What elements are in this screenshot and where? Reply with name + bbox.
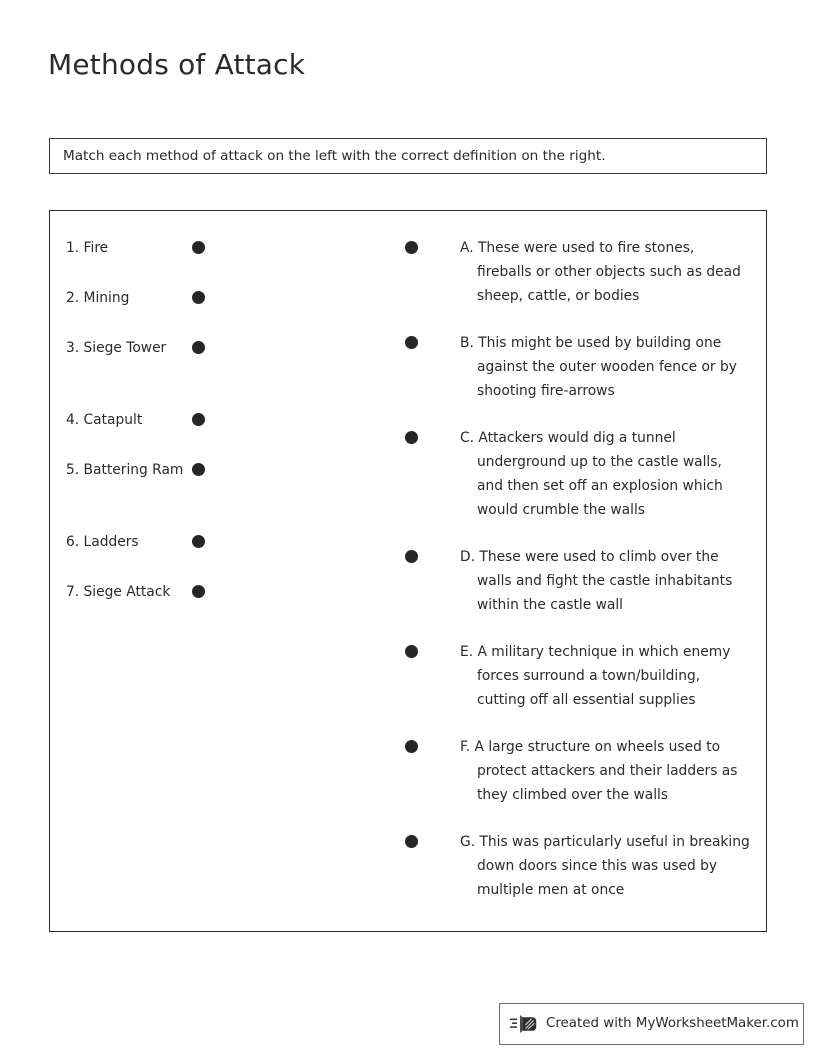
right-item-g-text: G. This was particularly useful in break… [460,834,750,898]
right-item-b[interactable]: B. This might be used by building one ag… [405,331,750,403]
left-item-6[interactable]: 6. Ladders [66,530,266,580]
right-item-c-match-dot[interactable] [405,431,418,444]
left-item-7-match-dot[interactable] [192,585,205,598]
left-item-4-label: 4. Catapult [66,412,143,428]
left-item-3[interactable]: 3. Siege Tower [66,336,266,408]
right-item-e-match-dot[interactable] [405,645,418,658]
instruction-text: Match each method of attack on the left … [63,147,606,164]
right-item-g[interactable]: G. This was particularly useful in break… [405,830,750,902]
footer-credit-text: Created with MyWorksheetMaker.com [546,1015,799,1031]
right-item-f-match-dot[interactable] [405,740,418,753]
instruction-box: Match each method of attack on the left … [49,138,767,174]
right-item-a-match-dot[interactable] [405,241,418,254]
footer-credit-badge[interactable]: Created with MyWorksheetMaker.com [499,1003,804,1045]
right-item-b-match-dot[interactable] [405,336,418,349]
right-item-d-match-dot[interactable] [405,550,418,563]
left-item-5-match-dot[interactable] [192,463,205,476]
left-item-1[interactable]: 1. Fire [66,236,266,286]
right-item-d[interactable]: D. These were used to climb over the wal… [405,545,750,617]
right-item-e[interactable]: E. A military technique in which enemy f… [405,640,750,712]
left-item-6-label: 6. Ladders [66,534,139,550]
left-item-6-match-dot[interactable] [192,535,205,548]
right-item-c-text: C. Attackers would dig a tunnel undergro… [460,430,723,518]
left-item-1-label: 1. Fire [66,240,109,256]
left-item-7[interactable]: 7. Siege Attack [66,580,266,652]
left-item-4-match-dot[interactable] [192,413,205,426]
right-item-g-match-dot[interactable] [405,835,418,848]
right-item-a-text: A. These were used to fire stones, fireb… [460,240,741,304]
left-item-3-match-dot[interactable] [192,341,205,354]
left-item-2-label: 2. Mining [66,290,130,306]
right-item-d-text: D. These were used to climb over the wal… [460,549,733,613]
page-title: Methods of Attack [48,48,306,81]
right-item-b-text: B. This might be used by building one ag… [460,335,737,399]
left-item-5[interactable]: 5. Battering Ram [66,458,266,530]
right-item-f[interactable]: F. A large structure on wheels used to p… [405,735,750,807]
right-item-c[interactable]: C. Attackers would dig a tunnel undergro… [405,426,750,522]
left-item-2[interactable]: 2. Mining [66,286,266,336]
worksheet-maker-logo-icon [510,1015,537,1033]
left-item-2-match-dot[interactable] [192,291,205,304]
left-column-terms: 1. Fire 2. Mining 3. Siege Tower 4. Cata… [66,236,266,652]
right-item-e-text: E. A military technique in which enemy f… [460,644,731,708]
matching-exercise-box: 1. Fire 2. Mining 3. Siege Tower 4. Cata… [49,210,767,932]
left-item-4[interactable]: 4. Catapult [66,408,266,458]
right-item-f-text: F. A large structure on wheels used to p… [460,739,738,803]
right-item-a[interactable]: A. These were used to fire stones, fireb… [405,236,750,308]
left-item-1-match-dot[interactable] [192,241,205,254]
left-item-3-label: 3. Siege Tower [66,340,167,356]
left-item-7-label: 7. Siege Attack [66,584,171,600]
right-column-definitions: A. These were used to fire stones, fireb… [405,236,750,925]
left-item-5-label: 5. Battering Ram [66,462,184,478]
